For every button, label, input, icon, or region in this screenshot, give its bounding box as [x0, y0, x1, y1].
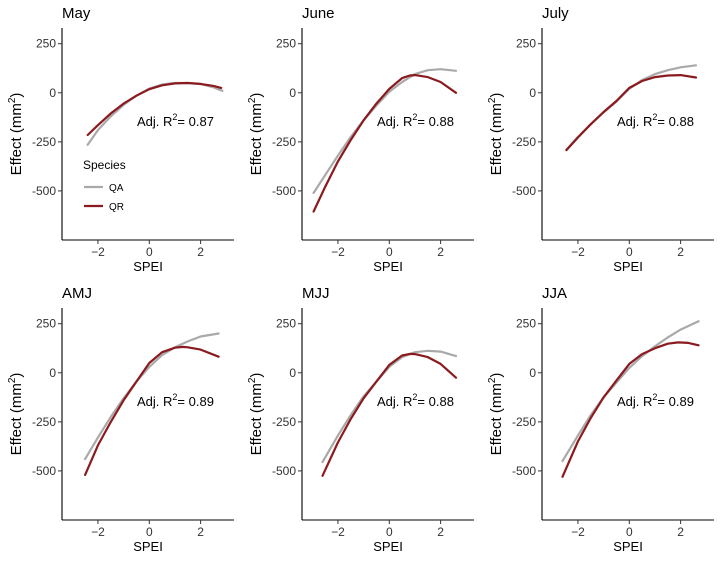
panel-july: July 250 0 -250 -500 −2 0 2 SPEI Effect (mm2) Adj.…: [487, 5, 714, 274]
y-tick-label: -500: [272, 464, 296, 478]
legend-label-qr: QR: [109, 202, 124, 213]
y-tick-label: 250: [36, 317, 56, 331]
y-tick-label: 0: [49, 366, 56, 380]
panel-title: July: [542, 5, 569, 22]
y-axis-title: Effect (mm2): [487, 373, 505, 456]
y-tick-label: -500: [32, 464, 56, 478]
y-tick-label: -500: [272, 184, 296, 198]
y-axis-title: Effect (mm2): [487, 93, 505, 176]
y-axis-title: Effect (mm2): [7, 93, 25, 176]
x-tick-label: 2: [677, 245, 684, 259]
y-axis-title: Effect (mm2): [247, 373, 265, 456]
x-tick-label: 2: [677, 525, 684, 539]
y-tick-label: 250: [516, 37, 536, 51]
x-axis-title: SPEI: [613, 259, 643, 274]
series-line-qa: [312, 68, 458, 194]
y-tick-label: 250: [276, 37, 296, 51]
series-line-qr: [84, 345, 220, 476]
x-tick-label: 0: [146, 245, 153, 259]
r-squared-annotation: Adj. R2= 0.87: [137, 112, 214, 129]
panel-title: JJA: [542, 285, 567, 302]
series-line-qa: [565, 64, 698, 151]
panel-june: June 250 0 -250 -500 −2 0 2 SPEI Effect (mm2) Adj.…: [247, 5, 474, 274]
panel-title: June: [302, 5, 335, 22]
y-axis-title: Effect (mm2): [247, 93, 265, 176]
x-tick-label: −2: [331, 245, 345, 259]
x-axis-title: SPEI: [373, 539, 403, 554]
r-squared-annotation: Adj. R2= 0.89: [617, 392, 694, 409]
x-tick-label: 2: [437, 525, 444, 539]
y-tick-label: -500: [512, 464, 536, 478]
x-tick-label: 0: [386, 525, 393, 539]
r-squared-annotation: Adj. R2= 0.88: [377, 112, 454, 129]
y-tick-label: -500: [32, 184, 56, 198]
y-tick-label: -250: [512, 135, 536, 149]
x-tick-label: 2: [197, 245, 204, 259]
y-tick-label: 0: [289, 366, 296, 380]
x-tick-label: −2: [91, 245, 105, 259]
panel-title: MJJ: [302, 285, 330, 302]
panel-amj: AMJ 250 0 -250 -500 −2 0 2 SPEI Effect (mm2) Adj. …: [7, 285, 234, 554]
series-line-qr: [321, 352, 458, 477]
y-tick-label: 250: [276, 317, 296, 331]
y-tick-label: 250: [516, 317, 536, 331]
x-axis-title: SPEI: [133, 539, 163, 554]
panel-title: May: [62, 5, 91, 22]
r-squared-annotation: Adj. R2= 0.89: [137, 392, 214, 409]
y-tick-label: -250: [32, 415, 56, 429]
panel-mjj: MJJ 250 0 -250 -500 −2 0 2 SPEI Effect (mm2) Adj. …: [247, 285, 474, 554]
x-tick-label: −2: [331, 525, 345, 539]
legend: Species QA QR: [83, 158, 126, 213]
y-tick-label: -250: [272, 415, 296, 429]
y-tick-label: 0: [529, 366, 536, 380]
legend-label-qa: QA: [109, 183, 124, 194]
r-squared-annotation: Adj. R2= 0.88: [377, 392, 454, 409]
series-line-qr: [565, 74, 698, 152]
y-tick-label: -500: [512, 184, 536, 198]
y-tick-label: -250: [512, 415, 536, 429]
series-line-qa: [321, 349, 458, 464]
r-squared-annotation: Adj. R2= 0.88: [617, 112, 694, 129]
panel-title: AMJ: [62, 285, 92, 302]
y-tick-label: -250: [32, 135, 56, 149]
x-tick-label: 0: [386, 245, 393, 259]
series-line-qa: [561, 320, 700, 463]
x-tick-label: 0: [626, 245, 633, 259]
x-tick-label: −2: [571, 525, 585, 539]
panel-may: May 250 0 -250 -500 −2 0 2 SPEI Effect (mm2) Adj. …: [7, 5, 234, 274]
series-line-qr: [86, 81, 223, 137]
x-axis-title: SPEI: [613, 539, 643, 554]
y-tick-label: -250: [272, 135, 296, 149]
panel-jja: JJA 250 0 -250 -500 −2 0 2 SPEI Effect (mm2) Adj. …: [487, 285, 714, 554]
x-tick-label: 0: [146, 525, 153, 539]
series-line-qa: [84, 332, 220, 461]
x-axis-title: SPEI: [373, 259, 403, 274]
series-line-qr: [312, 74, 458, 213]
x-tick-label: −2: [91, 525, 105, 539]
y-tick-label: 0: [529, 86, 536, 100]
y-axis-title: Effect (mm2): [7, 373, 25, 456]
y-tick-label: 0: [49, 86, 56, 100]
series-line-qr: [561, 341, 700, 478]
x-tick-label: 2: [197, 525, 204, 539]
x-tick-label: 0: [626, 525, 633, 539]
x-axis-title: SPEI: [133, 259, 163, 274]
y-tick-label: 250: [36, 37, 56, 51]
legend-title: Species: [83, 158, 126, 172]
x-tick-label: −2: [571, 245, 585, 259]
x-tick-label: 2: [437, 245, 444, 259]
y-tick-label: 0: [289, 86, 296, 100]
